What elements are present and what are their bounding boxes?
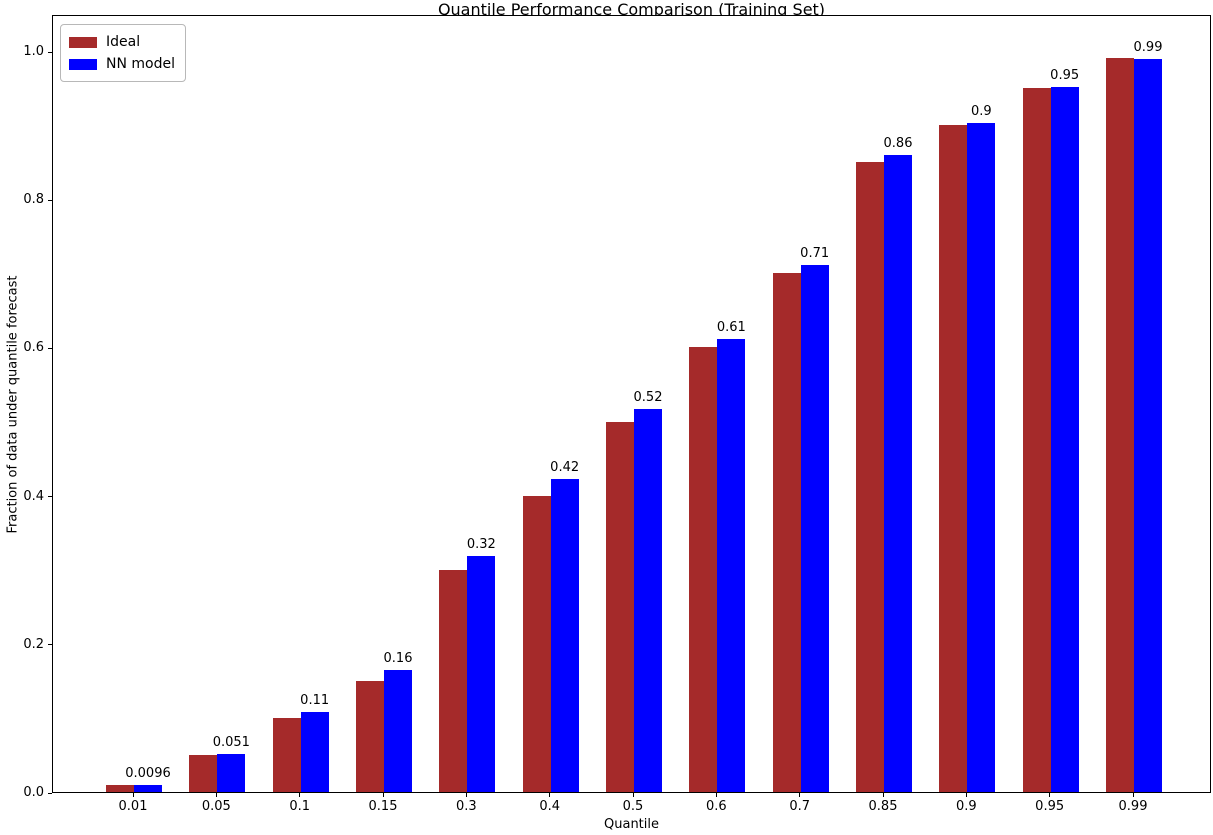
x-tick-label: 0.85 (868, 799, 898, 814)
bar-value-label: 0.95 (1050, 68, 1080, 84)
bar-value-label: 0.42 (550, 459, 580, 475)
bar-nn-model (300, 711, 329, 792)
legend-label: NN model (106, 56, 175, 72)
x-tick-label: 0.9 (955, 799, 977, 814)
bar-nn-model (217, 754, 246, 792)
bar-ideal (1106, 58, 1134, 792)
bar-ideal (272, 717, 301, 792)
plot-area: Ideal NN model 0.0096 0.051 0.11 0.16 0.32 0.4… (52, 15, 1211, 793)
y-tick-label: 0.8 (23, 192, 44, 208)
bar-nn-model (467, 555, 496, 792)
bar-value-label: 0.52 (633, 389, 663, 405)
x-tick-mark (882, 793, 884, 797)
x-tick-mark (382, 793, 384, 797)
bar-ideal (689, 347, 718, 792)
bar-ideal (106, 784, 134, 792)
y-tick-mark (48, 792, 52, 794)
bar-value-label: 0.16 (383, 651, 413, 667)
bar-value-label: 0.11 (300, 692, 330, 708)
y-tick-label: 0.2 (23, 636, 44, 652)
legend-item-nn-model: NN model (69, 53, 175, 75)
x-tick-mark (715, 793, 717, 797)
x-tick-label: 0.99 (1118, 799, 1148, 814)
x-tick-label: 0.05 (201, 799, 231, 814)
bar-nn-model (717, 339, 746, 792)
x-tick-label: 0.15 (368, 799, 398, 814)
bar-value-label: 0.32 (466, 536, 496, 552)
y-tick-label: 1.0 (23, 44, 44, 59)
bar-ideal (939, 125, 968, 792)
bar-ideal (772, 273, 801, 792)
bar-ideal (856, 162, 884, 792)
y-tick-label: 0.6 (23, 340, 44, 356)
x-tick-label: 0.7 (789, 799, 810, 814)
legend: Ideal NN model (60, 24, 186, 82)
y-tick-label: 0.4 (23, 488, 44, 504)
bar-value-label: 0.0096 (125, 765, 171, 781)
bar-nn-model (800, 265, 829, 792)
bar-ideal (189, 754, 218, 792)
legend-color-patch (69, 36, 97, 48)
x-tick-label: 0.3 (455, 799, 477, 814)
bar-value-label: 0.71 (800, 246, 830, 262)
y-tick-mark (48, 199, 52, 201)
bar-nn-model (1134, 59, 1162, 792)
bar-nn-model (1050, 87, 1079, 792)
x-tick-label: 0.1 (289, 799, 310, 814)
bar-value-label: 0.86 (883, 136, 913, 152)
x-tick-label: 0.6 (705, 799, 727, 814)
x-tick-mark (132, 793, 134, 797)
x-axis-label: Quantile (604, 817, 659, 832)
bar-value-label: 0.051 (212, 735, 250, 751)
bar-value-label: 0.61 (716, 320, 746, 336)
x-tick-mark (965, 793, 967, 797)
y-tick-mark (48, 496, 52, 498)
y-axis-label: Fraction of data under quantile forecast (5, 275, 21, 534)
x-tick-mark (632, 793, 634, 797)
y-tick-mark (48, 644, 52, 646)
x-tick-label: 0.01 (118, 799, 148, 814)
x-tick-mark (549, 793, 551, 797)
x-tick-mark (799, 793, 801, 797)
bar-ideal (439, 569, 468, 792)
x-tick-label: 0.95 (1035, 799, 1065, 814)
legend-item-ideal: Ideal (69, 31, 175, 53)
y-tick-mark (48, 347, 52, 349)
x-tick-mark (465, 793, 467, 797)
bar-value-label: 0.99 (1133, 40, 1163, 56)
bar-ideal (522, 495, 551, 792)
bar-ideal (606, 421, 634, 792)
bar-value-label: 0.9 (970, 103, 992, 119)
bar-ideal (1022, 88, 1051, 792)
chart-title: Quantile Performance Comparison (Trainin… (437, 0, 826, 19)
bar-nn-model (384, 670, 412, 792)
bar-nn-model (967, 122, 996, 792)
x-tick-mark (215, 793, 217, 797)
legend-label: Ideal (106, 34, 141, 50)
x-tick-mark (1049, 793, 1051, 797)
bar-nn-model (884, 155, 912, 792)
x-tick-label: 0.4 (539, 799, 560, 814)
y-tick-label: 0.0 (23, 785, 44, 800)
bar-ideal (356, 680, 384, 792)
y-tick-mark (48, 51, 52, 53)
bar-nn-model (634, 408, 662, 792)
bar-nn-model (550, 478, 579, 792)
x-tick-mark (299, 793, 301, 797)
legend-color-patch (69, 58, 97, 70)
bar-nn-model (134, 784, 162, 792)
x-tick-mark (1132, 793, 1134, 797)
x-tick-label: 0.5 (622, 799, 644, 814)
